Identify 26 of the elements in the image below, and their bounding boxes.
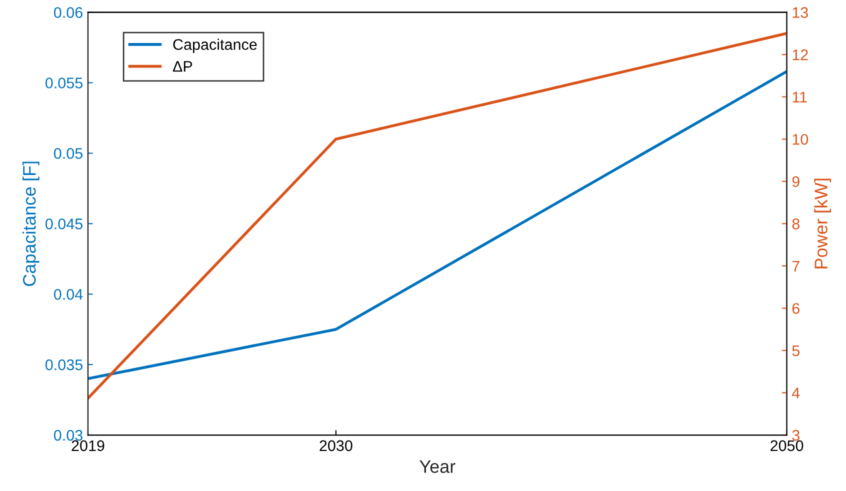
y-tick-label: 0.03 [54, 430, 82, 441]
y2-tick-label: 7 [792, 260, 800, 272]
y2-tick-label: 6 [792, 303, 800, 314]
x-tick-label: 2019 [72, 440, 104, 452]
y2-tick-label: 13 [792, 7, 808, 18]
y2-axis-title: Power [kW] [814, 178, 832, 268]
y-tick-label: 0.06 [54, 7, 82, 18]
y-tick-label: 0.035 [45, 359, 82, 370]
legend-label: ΔP [172, 61, 192, 72]
y2-tick-label: 11 [792, 92, 807, 102]
legend-label: Capacitance [173, 38, 257, 53]
y2-tick-label: 8 [792, 218, 800, 230]
y-tick-label: 0.055 [45, 78, 82, 88]
x-tick-label: 2030 [320, 440, 352, 452]
y2-tick-label: 3 [792, 430, 800, 441]
y2-tick-label: 4 [792, 388, 800, 398]
x-axis-title: Year [420, 460, 456, 473]
y2-tick-label: 9 [792, 176, 800, 188]
y2-tick-label: 10 [792, 134, 808, 145]
y-tick-label: 0.04 [54, 288, 83, 300]
y2-tick-label: 5 [792, 346, 800, 356]
y2-tick-label: 12 [792, 49, 808, 60]
y-tick-label: 0.05 [54, 148, 82, 159]
x-tick-label: 2050 [770, 440, 804, 452]
y-axis-title: Capacitance [F] [22, 162, 40, 286]
y-tick-label: 0.045 [45, 218, 82, 230]
